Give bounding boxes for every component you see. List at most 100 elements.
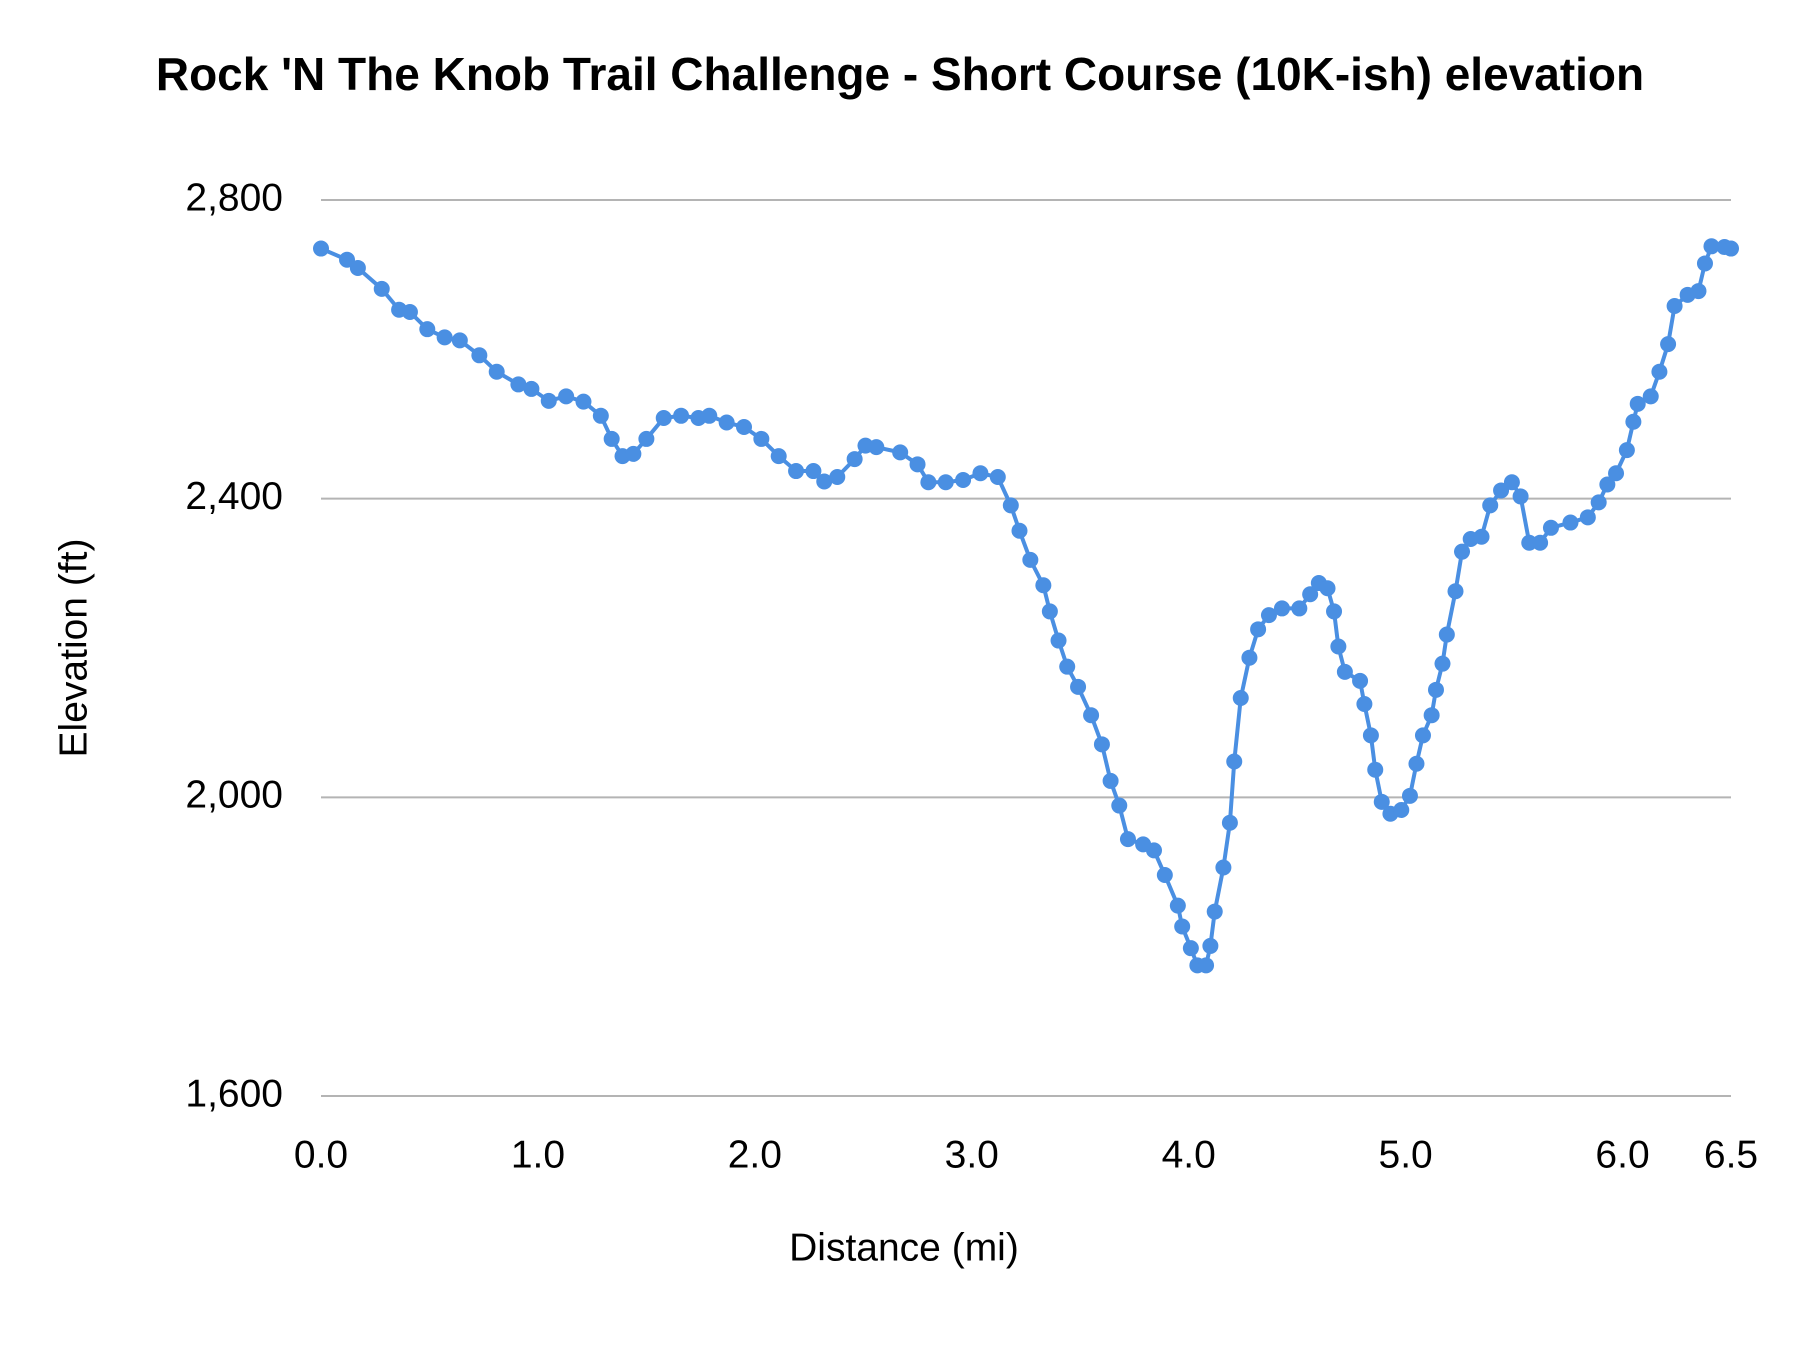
point [1618, 442, 1635, 459]
point [339, 251, 356, 268]
point [1250, 621, 1267, 638]
point [1215, 859, 1232, 876]
point [1221, 814, 1238, 831]
point [575, 393, 592, 410]
point [1302, 586, 1319, 603]
point [1690, 283, 1707, 300]
point [955, 472, 972, 488]
point [1352, 672, 1369, 689]
point [488, 363, 505, 380]
point [1356, 696, 1373, 712]
point [1083, 707, 1100, 724]
point [718, 414, 735, 431]
point [1241, 649, 1258, 666]
point [1512, 488, 1529, 505]
point [1629, 395, 1646, 412]
point [1002, 497, 1019, 514]
point [638, 430, 655, 447]
x-tick-label: 4.0 [1162, 1133, 1216, 1176]
point [1562, 514, 1579, 531]
point [829, 469, 846, 486]
point [1226, 753, 1243, 770]
point [1423, 707, 1440, 724]
point [1454, 543, 1471, 560]
point [1427, 681, 1444, 698]
point [909, 456, 926, 473]
point [1542, 519, 1559, 536]
point [1493, 482, 1510, 499]
point [1169, 897, 1186, 914]
point [1642, 388, 1659, 405]
point [1482, 497, 1499, 514]
point [1401, 787, 1418, 804]
point [1260, 607, 1277, 624]
x-tick-label: 5.0 [1379, 1133, 1433, 1176]
point [625, 445, 642, 462]
point [1367, 761, 1384, 778]
point [655, 410, 672, 427]
point [1119, 831, 1136, 848]
point [816, 473, 833, 490]
point [770, 448, 787, 465]
point [313, 240, 329, 257]
point [1590, 494, 1607, 511]
y-tick-label: 2,400 [185, 475, 283, 518]
x-axis-title: Distance (mi) [789, 1226, 1019, 1269]
chart-title: Rock 'N The Knob Trail Challenge - Short… [156, 48, 1644, 100]
point [1414, 727, 1431, 744]
point [1703, 238, 1720, 255]
point [989, 469, 1006, 486]
point [1473, 528, 1490, 545]
point [1102, 772, 1119, 789]
point [1050, 632, 1067, 649]
point [673, 407, 690, 424]
point [419, 321, 436, 338]
point [753, 430, 770, 447]
point [401, 304, 418, 320]
point [1434, 655, 1451, 672]
point [603, 430, 620, 447]
point [1011, 522, 1028, 539]
point [436, 329, 453, 346]
x-tick-label: 2.0 [728, 1133, 782, 1176]
x-tick-label: 6.0 [1595, 1133, 1649, 1176]
point [1291, 600, 1308, 617]
point [523, 380, 540, 397]
point [1232, 690, 1249, 707]
point [510, 376, 527, 393]
point [1723, 240, 1739, 257]
point [937, 474, 954, 491]
point [1111, 797, 1128, 814]
point [1660, 336, 1677, 353]
line [320, 244, 1732, 968]
point [540, 392, 557, 409]
point [1198, 957, 1215, 974]
point [1059, 658, 1076, 675]
point [1336, 663, 1353, 680]
point [920, 474, 937, 491]
y-axis-title: Elevation (ft) [52, 539, 95, 758]
point [451, 332, 468, 349]
point [592, 407, 609, 424]
point [1373, 793, 1390, 810]
point [1393, 802, 1410, 819]
point [1447, 583, 1464, 600]
point [1408, 755, 1425, 772]
point [1599, 476, 1616, 493]
point [1041, 603, 1058, 620]
point [701, 407, 718, 424]
point [1696, 255, 1713, 272]
point [1093, 736, 1110, 753]
x-tick-label: 6.5 [1704, 1133, 1758, 1176]
point [1202, 937, 1219, 954]
point [1273, 600, 1290, 617]
x-tick-label: 0.0 [294, 1133, 348, 1176]
point [373, 280, 390, 297]
point [1319, 580, 1336, 597]
point [1362, 727, 1379, 744]
point [846, 451, 863, 468]
y-tick-label: 2,800 [185, 176, 283, 219]
point [1532, 534, 1549, 551]
point [736, 418, 752, 435]
